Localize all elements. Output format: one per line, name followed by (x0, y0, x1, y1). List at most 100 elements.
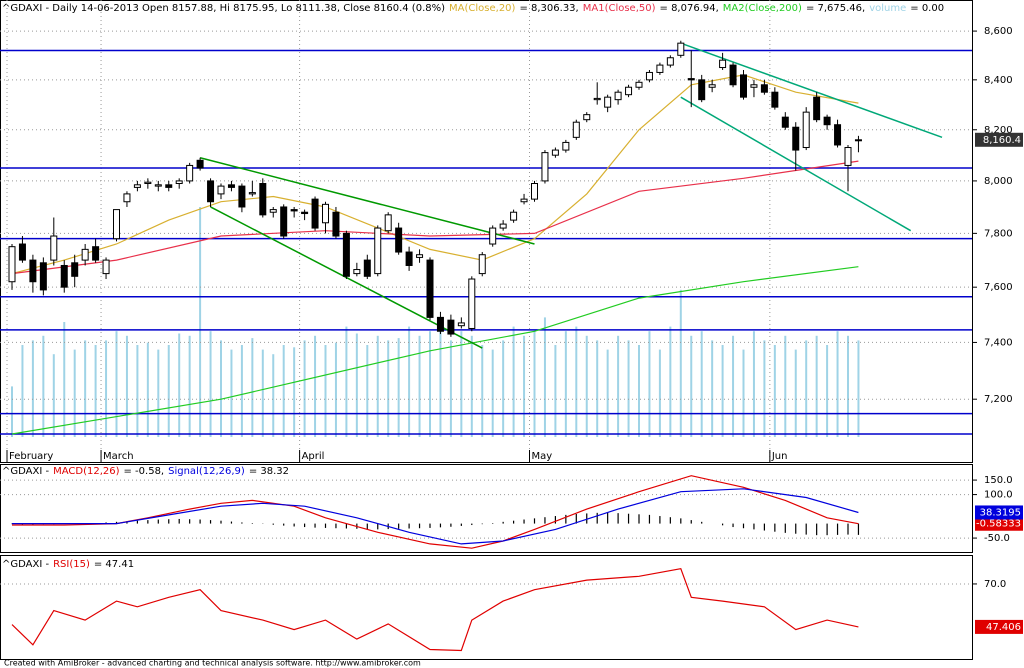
candle-body (457, 322, 465, 327)
candle-body (468, 278, 476, 329)
y-tick-label: 150.0 (984, 475, 1013, 486)
candle-body (614, 91, 622, 101)
candle-body (227, 184, 235, 188)
volume-bar (627, 340, 630, 437)
candle-body (60, 264, 68, 288)
volume-bar (282, 345, 285, 437)
candle-body (635, 81, 643, 88)
candle-body (510, 211, 518, 221)
candle-body (238, 185, 246, 208)
volume-bar (700, 331, 703, 437)
candle-body (677, 42, 685, 56)
candle-body (729, 64, 737, 86)
candle-body (133, 184, 141, 188)
volume-bar (52, 354, 55, 437)
volume-bar (178, 333, 181, 437)
title-part: = -0.58, (124, 466, 165, 477)
volume-bar (345, 326, 348, 437)
volume-bar (324, 345, 327, 437)
volume-bar (73, 349, 76, 437)
volume-bar (220, 340, 222, 437)
y-tick-label: 8,000 (984, 176, 1013, 187)
volume-bar (293, 347, 296, 437)
volume-bar (826, 345, 829, 437)
candle-body (708, 84, 716, 88)
candle-body (29, 259, 37, 283)
candle-body (823, 116, 831, 126)
title-part: = 38.32 (249, 466, 289, 477)
volume-bar (188, 335, 191, 437)
y-tick-label: 7,600 (984, 282, 1013, 293)
value-box (975, 516, 1023, 531)
candle-body (384, 214, 392, 232)
candle-body (144, 181, 152, 185)
volume-bar (690, 335, 693, 437)
candle-body (687, 78, 695, 81)
volume-bar (491, 349, 494, 437)
x-tick-label: February (9, 451, 53, 462)
candle-body (656, 64, 664, 73)
candle-body (363, 259, 371, 277)
candle-body (353, 269, 361, 275)
volume-bar (397, 338, 400, 437)
candle-body (447, 319, 455, 335)
macd-panel-frame (0, 464, 973, 553)
volume-bar (376, 335, 379, 437)
volume-bar (847, 335, 849, 437)
volume-bar (418, 335, 421, 437)
volume-bar (387, 340, 390, 437)
x-tick-label: April (302, 451, 325, 462)
trendline (199, 157, 535, 245)
volume-bar (523, 335, 526, 437)
title-part: MACD(12,26) (53, 466, 120, 477)
candle-body (666, 57, 674, 66)
candle-body (792, 126, 800, 151)
candle-body (102, 259, 110, 275)
candle-body (123, 193, 131, 203)
value-box-label: -0.58333 (976, 519, 1021, 530)
candle-body (771, 91, 779, 108)
candle-body (8, 246, 16, 283)
y-tick-label: 7,400 (984, 337, 1013, 348)
candle-body (50, 235, 58, 261)
candle-body (290, 209, 298, 212)
title-part: ^GDAXI - Daily 14-06-2013 Open 8157.88, … (2, 3, 445, 14)
volume-bar (794, 349, 797, 437)
candle-body (604, 96, 612, 108)
price-panel-frame (0, 0, 973, 463)
volume-bar (167, 345, 170, 437)
volume-bar (105, 340, 108, 437)
volume-bar (334, 342, 337, 437)
title-part: RSI(15) (53, 559, 90, 570)
candle-body (39, 262, 47, 291)
volume-bar (146, 342, 149, 437)
volume-bar (366, 345, 369, 437)
candle-body (719, 59, 727, 69)
volume-bar (679, 289, 682, 437)
candle-body (781, 116, 789, 128)
volume-bar (721, 345, 724, 437)
candle-body (269, 209, 277, 213)
volume-bar (596, 340, 599, 437)
y-tick-label: 8,600 (984, 26, 1013, 37)
volume-bar (272, 354, 275, 437)
volume-bar (836, 331, 839, 437)
candle-body (572, 121, 580, 138)
series-line (12, 475, 859, 549)
candle-body (301, 211, 309, 215)
candle-body (416, 254, 424, 258)
candle-body (207, 180, 215, 203)
volume-bar (261, 349, 264, 437)
volume-bar (21, 345, 24, 437)
title-part: MA2(Close,200) (723, 3, 802, 14)
volume-bar (115, 331, 118, 437)
candle-body (280, 206, 288, 237)
candle-body (834, 124, 842, 146)
candle-body (551, 149, 559, 156)
candle-body (154, 184, 162, 187)
candle-body (113, 209, 120, 240)
volume-bar (230, 349, 233, 437)
volume-bar (815, 335, 818, 437)
candle-body (520, 198, 528, 203)
